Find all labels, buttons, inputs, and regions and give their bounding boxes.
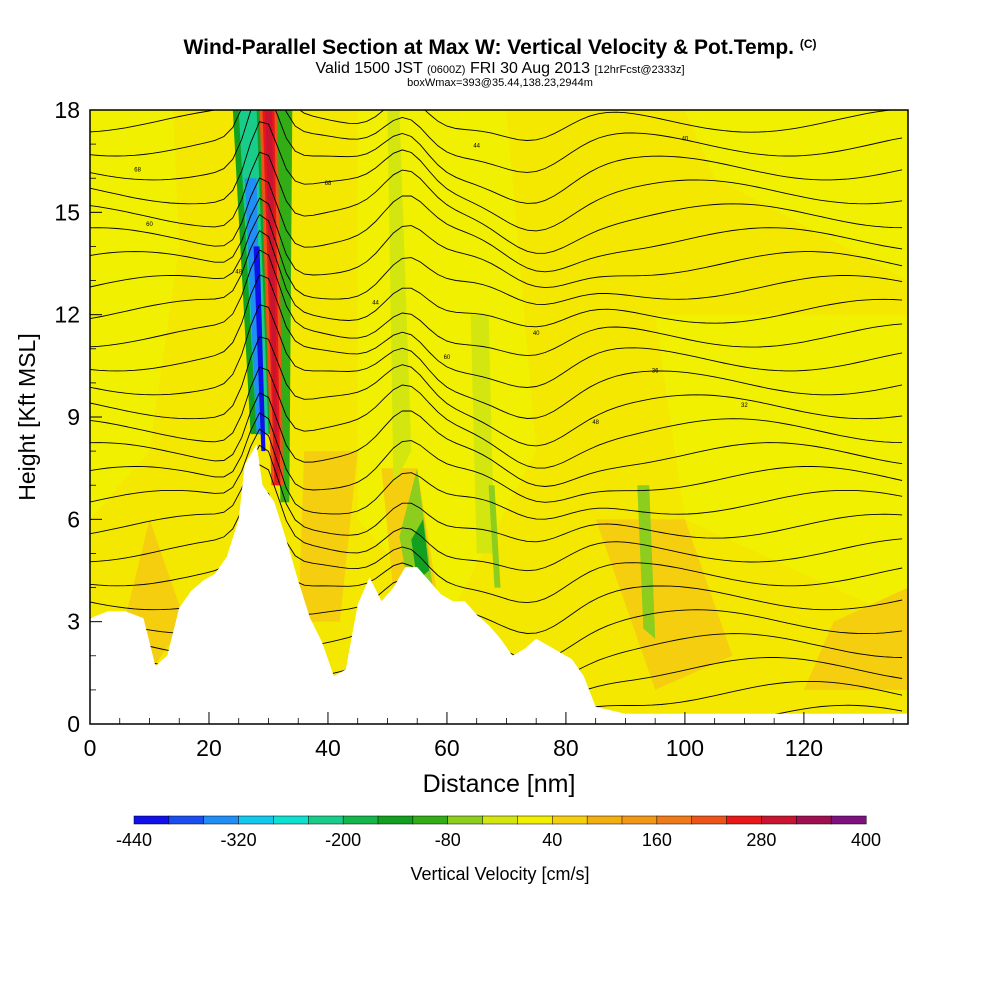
- field-band: [470, 314, 495, 554]
- field-band: [90, 110, 180, 520]
- theta-contour: [90, 249, 903, 357]
- contour-label: 44: [473, 144, 480, 150]
- colorbar-swatch: [691, 815, 728, 825]
- contour-label: 48: [592, 420, 599, 426]
- colorbar-tick-label: -320: [221, 830, 257, 850]
- theta-contour: [90, 304, 903, 419]
- x-axis-label: Distance [nm]: [423, 770, 576, 798]
- colorbar-tick-label: -80: [435, 830, 461, 850]
- y-tick-label: 18: [54, 97, 80, 123]
- contour-label: 60: [444, 355, 451, 361]
- x-tick-label: 100: [666, 735, 704, 761]
- contour-label: 40: [533, 331, 540, 337]
- field-band: [298, 451, 358, 622]
- theta-contour: [90, 110, 903, 173]
- contour-label: 68: [134, 167, 141, 173]
- colorbar-swatch: [586, 815, 623, 825]
- colorbar-swatch: [656, 815, 693, 825]
- colorbar-swatch: [621, 815, 658, 825]
- field-band: [488, 485, 501, 588]
- x-tick-label: 0: [84, 735, 97, 761]
- x-tick-label: 120: [785, 735, 823, 761]
- theta-contour: [90, 213, 903, 305]
- theta-contour: [90, 412, 903, 503]
- field-band: [411, 519, 430, 581]
- terrain-profile: [90, 444, 908, 724]
- y-axis-label: Height [Kft MSL]: [14, 333, 40, 500]
- theta-contour: [90, 428, 903, 520]
- colorbar-swatch: [203, 815, 240, 825]
- colorbar-swatch: [133, 815, 170, 825]
- colorbar-tick-label: 40: [542, 830, 562, 850]
- theta-contour: [90, 177, 903, 273]
- colorbar-swatch: [761, 815, 797, 825]
- field-band: [253, 246, 266, 452]
- colorbar-swatch: [482, 815, 518, 825]
- colorbar-swatch: [830, 815, 867, 825]
- colorbar-swatch: [517, 815, 553, 825]
- contour-label: 44: [372, 300, 379, 306]
- colorbar-swatch: [238, 815, 274, 825]
- contour-label: 48: [235, 270, 242, 276]
- colorbar-swatch: [796, 815, 832, 825]
- x-tick-label: 20: [196, 735, 222, 761]
- theta-contour: [90, 121, 903, 232]
- theta-contour: [90, 464, 903, 572]
- theta-contour: [90, 366, 903, 469]
- y-tick-label: 6: [67, 506, 80, 532]
- x-tick-label: 40: [315, 735, 341, 761]
- colorbar-tick-label: -440: [116, 830, 152, 850]
- chart-title: Wind-Parallel Section at Max W: Vertical…: [183, 36, 817, 59]
- theta-contour: [90, 274, 903, 388]
- colorbar-tick-label: 160: [642, 830, 672, 850]
- colorbar-swatch: [168, 815, 205, 825]
- colorbar-swatch: [377, 815, 414, 825]
- contour-label: 36: [652, 369, 659, 375]
- theta-contour: [90, 110, 903, 204]
- contour-label: 68: [325, 181, 332, 187]
- y-tick-label: 9: [67, 404, 80, 430]
- colorbar-tick-label: -200: [325, 830, 361, 850]
- theta-contour: [90, 229, 903, 328]
- colorbar-swatch: [342, 815, 379, 825]
- chart-box-info: boxWmax=393@35.44,138.23,2944m: [407, 77, 593, 89]
- field-band: [387, 110, 412, 486]
- colorbar-swatch: [447, 815, 484, 825]
- y-tick-label: 15: [54, 199, 80, 225]
- theta-contour: [90, 110, 895, 141]
- theta-contour: [90, 336, 903, 447]
- contour-label: 40: [682, 137, 689, 143]
- field-band: [803, 587, 908, 690]
- colorbar-swatch: [412, 815, 449, 825]
- colorbar-tick-label: 280: [746, 830, 776, 850]
- y-tick-label: 3: [67, 609, 80, 635]
- contour-label: 60: [146, 222, 153, 228]
- contour-label: 32: [741, 403, 748, 409]
- theta-contour: [90, 392, 903, 487]
- y-tick-label: 0: [67, 711, 80, 737]
- x-tick-label: 60: [434, 735, 460, 761]
- theta-contour: [90, 444, 903, 543]
- y-tick-label: 12: [54, 302, 80, 328]
- colorbar-label: Vertical Velocity [cm/s]: [410, 864, 589, 884]
- colorbar-swatch: [308, 815, 344, 825]
- field-band: [595, 519, 733, 690]
- theta-contour: [90, 197, 903, 289]
- chart-subtitle: Valid 1500 JST (0600Z) FRI 30 Aug 2013 […: [315, 60, 685, 77]
- colorbar-swatch: [726, 815, 762, 825]
- colorbar-swatch: [273, 815, 309, 825]
- colorbar-swatch: [552, 815, 588, 825]
- x-tick-label: 80: [553, 735, 579, 761]
- colorbar-tick-label: 400: [851, 830, 881, 850]
- field-band: [637, 485, 656, 639]
- theta-contour: [90, 151, 903, 254]
